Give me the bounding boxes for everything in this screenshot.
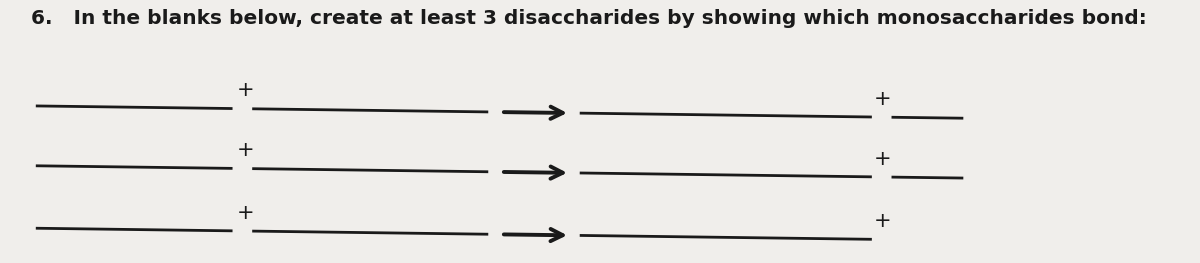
Text: +: + bbox=[236, 140, 254, 160]
Text: +: + bbox=[874, 89, 892, 109]
Text: 6.   In the blanks below, create at least 3 disaccharides by showing which monos: 6. In the blanks below, create at least … bbox=[31, 9, 1147, 28]
Text: +: + bbox=[236, 203, 254, 223]
Text: +: + bbox=[236, 80, 254, 100]
Text: +: + bbox=[874, 149, 892, 169]
Text: +: + bbox=[874, 211, 892, 231]
